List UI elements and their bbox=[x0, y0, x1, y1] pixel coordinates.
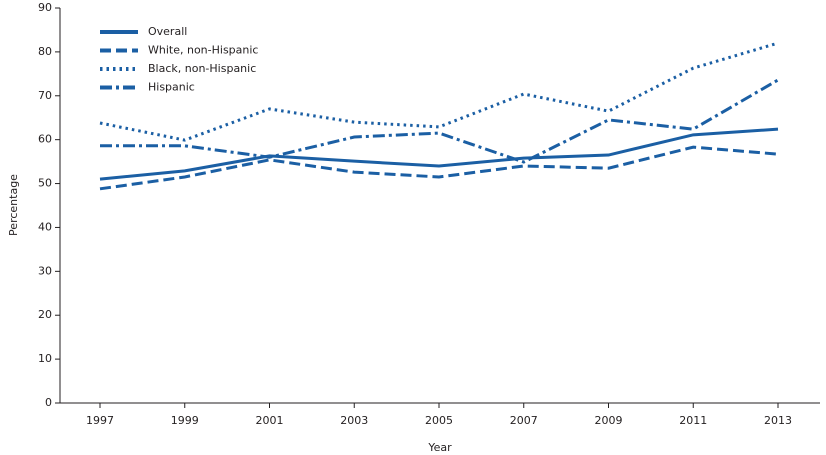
y-tick-label: 0 bbox=[45, 396, 52, 409]
legend-label: Hispanic bbox=[148, 81, 195, 94]
x-tick-label: 2011 bbox=[679, 414, 707, 427]
x-tick-label: 2003 bbox=[340, 414, 368, 427]
series-line bbox=[99, 127, 779, 181]
series-line bbox=[100, 78, 779, 164]
series-line bbox=[99, 41, 779, 142]
y-tick-label: 20 bbox=[38, 308, 52, 321]
x-tick-label: 1997 bbox=[86, 414, 114, 427]
x-tick-label: 2007 bbox=[510, 414, 538, 427]
y-tick-label: 80 bbox=[38, 45, 52, 58]
y-axis-label: Percentage bbox=[7, 174, 20, 236]
x-tick-label: 2001 bbox=[256, 414, 284, 427]
legend-label: Overall bbox=[148, 25, 187, 38]
x-tick-label: 1999 bbox=[171, 414, 199, 427]
x-tick-label: 2005 bbox=[425, 414, 453, 427]
y-tick-label: 70 bbox=[38, 89, 52, 102]
x-tick-label: 2009 bbox=[595, 414, 623, 427]
y-tick-label: 90 bbox=[38, 1, 52, 14]
legend-label: White, non-Hispanic bbox=[148, 44, 258, 57]
x-tick-label: 2013 bbox=[764, 414, 792, 427]
legend-label: Black, non-Hispanic bbox=[148, 62, 256, 75]
series-line bbox=[99, 145, 779, 191]
y-tick-label: 10 bbox=[38, 352, 52, 365]
y-tick-label: 40 bbox=[38, 220, 52, 233]
x-axis-label: Year bbox=[427, 441, 452, 454]
y-tick-label: 50 bbox=[38, 177, 52, 190]
y-tick-label: 60 bbox=[38, 133, 52, 146]
y-tick-label: 30 bbox=[38, 264, 52, 277]
